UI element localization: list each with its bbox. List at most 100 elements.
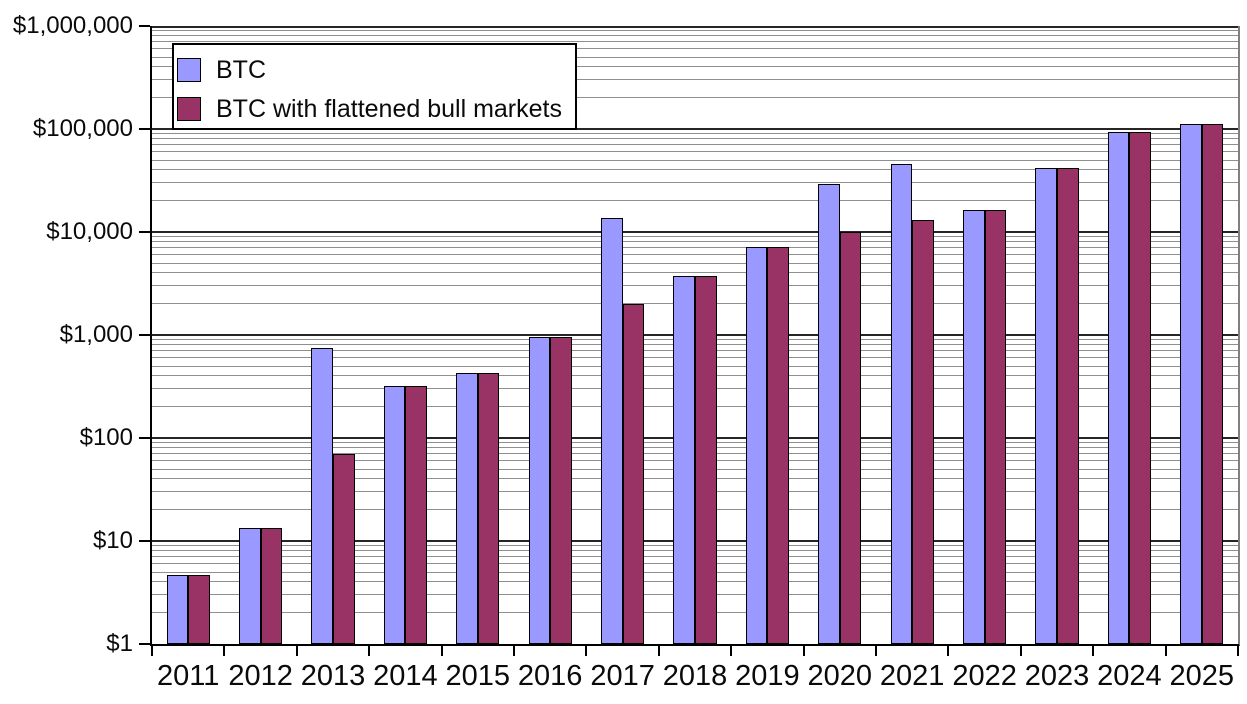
x-axis-tick (730, 644, 733, 656)
bar-btc-2023 (1035, 167, 1057, 644)
y-axis-tick-label: $10,000 (46, 218, 133, 245)
legend-swatch-icon (177, 97, 201, 121)
x-axis-tick-label: 2013 (300, 660, 366, 692)
gridline-minor (152, 262, 1238, 264)
x-axis-tick (1019, 644, 1022, 656)
gridline-major (152, 128, 1238, 130)
x-axis-tick-label: 2014 (373, 660, 438, 692)
bar-btc-2022 (963, 209, 985, 644)
bar-btc-flattened-2021 (912, 220, 934, 644)
x-axis-tick (295, 644, 298, 656)
plot-area: BTC BTC with flattened bull markets (150, 26, 1240, 646)
x-axis-tick (657, 644, 660, 656)
y-axis-tick (139, 231, 150, 233)
gridline-minor (152, 133, 1238, 135)
y-axis-tick-label: $1,000,000 (12, 12, 133, 39)
bar-btc-2012 (239, 527, 261, 644)
gridline-minor (152, 159, 1238, 161)
y-axis-tick (139, 643, 150, 645)
bar-btc-2017 (601, 217, 623, 644)
bar-btc-flattened-2015 (477, 372, 500, 644)
bar-btc-2016 (528, 336, 551, 644)
bar-btc-flattened-2024 (1129, 132, 1151, 644)
x-axis-tick (513, 644, 515, 656)
y-axis-tick-label: $1,000 (59, 321, 133, 348)
x-axis-tick (1092, 644, 1095, 656)
bar-btc-2014 (383, 385, 406, 644)
legend-swatch-icon (177, 58, 201, 82)
x-axis-tick-label: 2021 (879, 660, 945, 692)
x-axis-tick (875, 644, 877, 656)
bar-btc-2015 (456, 372, 478, 644)
bar-btc-flattened-2016 (550, 336, 572, 644)
bar-btc-flattened-2011 (188, 574, 210, 644)
gridline-minor (152, 241, 1238, 243)
gridline-minor (152, 254, 1238, 256)
x-axis-tick (1164, 644, 1167, 656)
bar-btc-flattened-2017 (622, 304, 645, 644)
gridline-minor (152, 66, 1238, 68)
y-axis-tick-label: $10 (92, 527, 133, 554)
y-axis-tick (139, 540, 150, 542)
x-axis-tick-label: 2017 (590, 660, 655, 692)
gridline-minor (152, 144, 1238, 146)
bar-btc-2020 (818, 184, 840, 644)
legend-label: BTC with flattened bull markets (216, 94, 562, 123)
bar-btc-flattened-2025 (1201, 124, 1224, 644)
gridline-minor (152, 41, 1238, 43)
y-axis-tick (139, 25, 150, 27)
bar-btc-flattened-2019 (767, 246, 789, 644)
y-axis-tick (139, 128, 150, 130)
bar-btc-flattened-2023 (1057, 167, 1079, 644)
gridline-minor (152, 169, 1238, 171)
legend-item: BTC with flattened bull markets (177, 94, 562, 123)
y-axis-tick-label: $1 (106, 630, 133, 657)
gridline-major (152, 231, 1238, 233)
bar-btc-2011 (166, 574, 189, 644)
bar-btc-flattened-2022 (984, 209, 1007, 644)
gridline-minor (152, 182, 1238, 184)
bar-btc-2025 (1180, 124, 1202, 644)
x-axis-tick (947, 644, 950, 656)
x-axis-tick-label: 2023 (1024, 660, 1090, 692)
gridline-minor (152, 56, 1238, 58)
gridline-minor (152, 200, 1238, 202)
gridline-minor (152, 30, 1238, 32)
legend-label: BTC (216, 55, 266, 84)
x-axis-tick-label: 2018 (662, 660, 728, 692)
y-axis-tick (139, 437, 150, 439)
bar-btc-flattened-2014 (405, 385, 427, 644)
x-axis-tick-label: 2011 (157, 660, 220, 692)
gridline-minor (152, 247, 1238, 249)
legend: BTC BTC with flattened bull markets (172, 43, 577, 130)
gridline-minor (152, 48, 1238, 50)
legend-item: BTC (177, 55, 266, 84)
bar-btc-flattened-2018 (695, 276, 717, 644)
x-axis-tick-label: 2016 (517, 660, 583, 692)
y-axis-tick (139, 334, 150, 336)
x-axis-tick (223, 644, 226, 656)
bar-btc-flattened-2012 (260, 527, 283, 644)
x-axis-tick-label: 2024 (1097, 660, 1162, 692)
bar-btc-2024 (1107, 132, 1130, 644)
gridline-minor (152, 151, 1238, 153)
gridline-minor (152, 35, 1238, 37)
x-axis-tick-label: 2020 (807, 660, 873, 692)
gridline-major (152, 26, 1238, 28)
bar-btc-2019 (745, 246, 768, 644)
gridline-minor (152, 236, 1238, 238)
x-axis-tick-label: 2012 (228, 660, 293, 692)
x-axis-tick (440, 644, 443, 656)
bar-btc-flattened-2013 (333, 453, 355, 644)
x-axis-tick-label: 2015 (445, 660, 511, 692)
x-axis-tick (802, 644, 805, 656)
x-axis-tick (368, 644, 371, 656)
gridline-minor (152, 272, 1238, 274)
x-axis-tick-label: 2022 (952, 660, 1017, 692)
x-axis-tick (585, 644, 588, 656)
bar-btc-2018 (673, 276, 695, 644)
x-axis-tick (1237, 644, 1239, 656)
gridline-minor (152, 79, 1238, 81)
x-axis-tick-label: 2019 (735, 660, 800, 692)
